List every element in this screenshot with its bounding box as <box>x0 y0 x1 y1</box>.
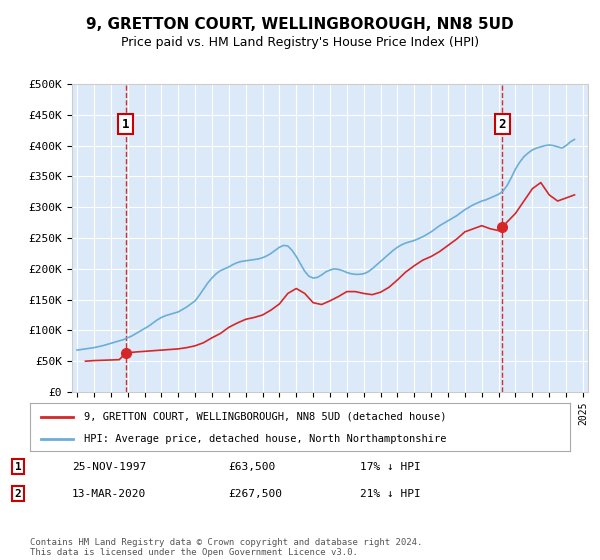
Text: 1: 1 <box>122 118 130 130</box>
Text: 13-MAR-2020: 13-MAR-2020 <box>72 489 146 498</box>
Text: 17% ↓ HPI: 17% ↓ HPI <box>360 461 421 472</box>
Text: 25-NOV-1997: 25-NOV-1997 <box>72 461 146 472</box>
Text: 2: 2 <box>498 118 506 130</box>
Text: Contains HM Land Registry data © Crown copyright and database right 2024.
This d: Contains HM Land Registry data © Crown c… <box>30 538 422 557</box>
Text: 21% ↓ HPI: 21% ↓ HPI <box>360 489 421 498</box>
Text: 9, GRETTON COURT, WELLINGBOROUGH, NN8 5UD: 9, GRETTON COURT, WELLINGBOROUGH, NN8 5U… <box>86 17 514 32</box>
Text: 9, GRETTON COURT, WELLINGBOROUGH, NN8 5UD (detached house): 9, GRETTON COURT, WELLINGBOROUGH, NN8 5U… <box>84 412 446 422</box>
Text: HPI: Average price, detached house, North Northamptonshire: HPI: Average price, detached house, Nort… <box>84 434 446 444</box>
Text: £267,500: £267,500 <box>228 489 282 498</box>
Text: £63,500: £63,500 <box>228 461 275 472</box>
Text: 2: 2 <box>14 489 22 498</box>
Text: 1: 1 <box>14 461 22 472</box>
Text: Price paid vs. HM Land Registry's House Price Index (HPI): Price paid vs. HM Land Registry's House … <box>121 36 479 49</box>
